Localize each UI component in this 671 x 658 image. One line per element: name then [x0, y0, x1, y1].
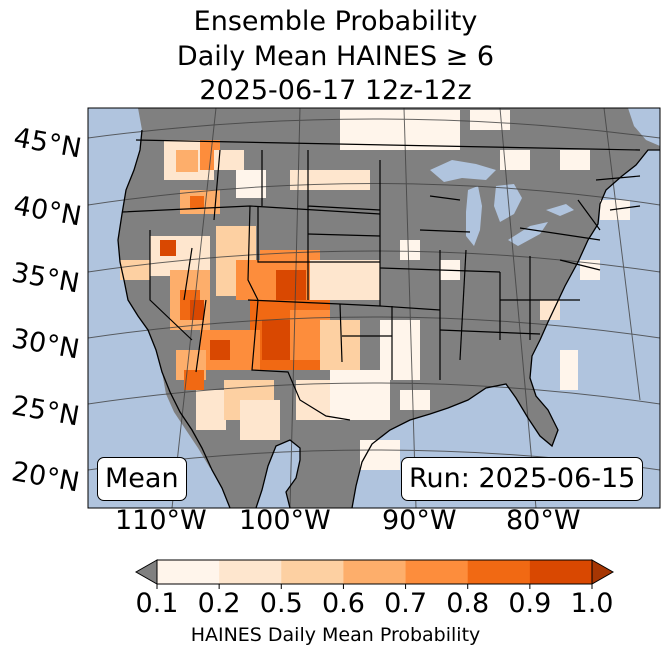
probability-patch: [500, 150, 530, 170]
colorbar-over-arrow: [591, 559, 615, 585]
colorbar-tick-label: 0.9: [508, 588, 552, 619]
colorbar-cell: [467, 560, 531, 584]
colorbar-tick-label: 0.5: [259, 588, 303, 619]
probability-patch: [560, 350, 578, 390]
probability-patch: [296, 380, 336, 420]
probability-patch: [190, 196, 204, 208]
probability-patch: [320, 320, 360, 370]
probability-patch: [580, 260, 600, 280]
probability-patch: [600, 200, 630, 220]
probability-patch: [210, 340, 230, 360]
title-line-2: Daily Mean HAINES ≥ 6: [176, 41, 495, 72]
lon-label-110: 110°W: [115, 505, 207, 536]
colorbar-under-arrow: [134, 559, 158, 585]
lon-label-90: 90°W: [382, 505, 457, 536]
state-borders: [121, 139, 641, 421]
mean-label: Mean: [97, 457, 187, 501]
colorbar-tick-label: 0.2: [197, 588, 241, 619]
colorbar-cell: [219, 560, 282, 584]
probability-patch: [176, 150, 198, 172]
title-line-3: 2025-06-17 12z-12z: [199, 75, 472, 106]
probability-patch: [196, 390, 226, 430]
probability-patch: [470, 110, 510, 130]
probability-patch: [380, 320, 420, 380]
probability-patch: [340, 110, 460, 150]
title-line-1: Ensemble Probability: [193, 6, 478, 37]
probability-patch: [560, 150, 590, 170]
probability-patch: [360, 440, 400, 470]
colorbar-cell: [343, 560, 407, 584]
probability-patch: [160, 240, 176, 256]
colorbar-cell: [157, 560, 220, 584]
lake-ontario: [546, 204, 574, 216]
lon-label-80: 80°W: [506, 505, 581, 536]
lake-superior: [430, 160, 496, 182]
colorbar-frame: [156, 559, 593, 585]
probability-patch: [214, 150, 244, 170]
lake-huron: [494, 184, 522, 222]
probability-shading: [120, 110, 630, 470]
colorbar-cell: [405, 560, 469, 584]
probability-patch: [400, 390, 430, 410]
probability-patch: [540, 300, 560, 320]
colorbar-label: HAINES Daily Mean Probability: [190, 624, 481, 646]
probability-patch: [310, 260, 380, 300]
colorbar-ticks: [156, 584, 593, 589]
colorbar-cells: [157, 560, 593, 584]
lake-michigan: [466, 186, 482, 246]
colorbar-tick-label: 0.6: [321, 588, 365, 619]
baja-peninsula: [162, 372, 218, 468]
colorbar-cell: [281, 560, 344, 584]
lon-label-100: 100°W: [239, 505, 331, 536]
colorbar-cell: [529, 560, 593, 584]
colorbar-tick-label: 1.0: [570, 588, 614, 619]
probability-patch: [236, 170, 266, 198]
probability-patch: [184, 370, 204, 390]
probability-patch: [240, 400, 280, 440]
coastline: [117, 129, 660, 508]
colorbar-tick-label: 0.8: [446, 588, 490, 619]
probability-patch: [276, 270, 306, 300]
colorbar-tick-label: 0.1: [135, 588, 179, 619]
colorbar-tick-label: 0.7: [384, 588, 428, 619]
lake-erie: [508, 222, 548, 246]
probability-patch: [400, 240, 420, 260]
run-date-label: Run: 2025-06-15: [401, 457, 644, 501]
map-frame: [87, 107, 661, 509]
